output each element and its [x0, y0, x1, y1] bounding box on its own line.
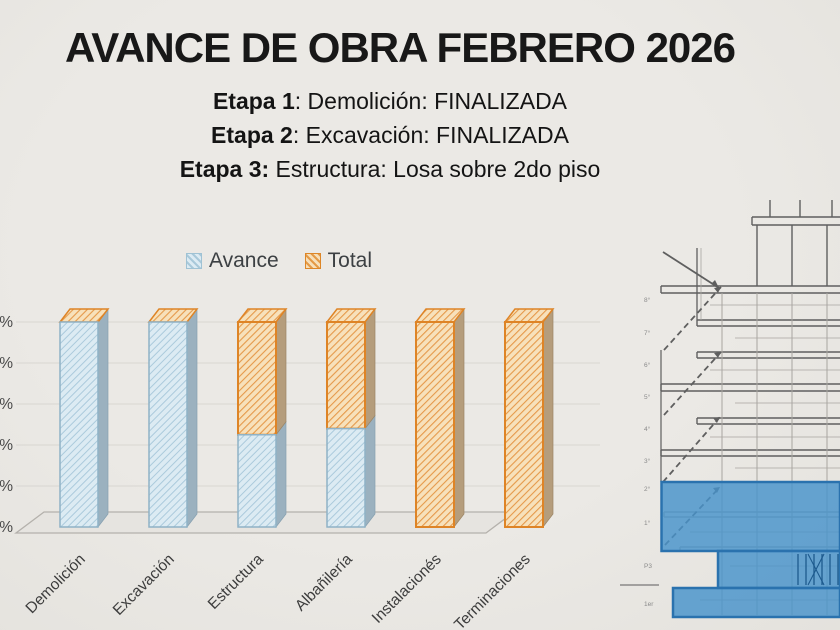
x-category-label: Terminaciones	[451, 551, 534, 630]
chart-legend: Avance Total	[186, 249, 372, 273]
legend-item-avance: Avance	[186, 249, 279, 273]
y-tick-label: 20%	[0, 478, 13, 495]
drawing-line	[662, 251, 720, 289]
bar-side-avance	[186, 307, 198, 529]
drawing-line	[662, 416, 721, 483]
bar-side-total	[364, 307, 376, 430]
bar-front-avance	[326, 427, 366, 528]
progress-bar-chart: 100% 80% 60% 40% 20% 0% Demolición Excavación Es…	[0, 307, 600, 630]
bar-albañilería	[325, 307, 377, 529]
x-category-label: Instalacionés	[369, 551, 445, 627]
y-tick-label: 0%	[0, 519, 13, 536]
bar-side-avance	[97, 307, 109, 529]
drawing-line	[807, 553, 825, 586]
y-tick-label: 40%	[0, 437, 13, 454]
bar-excavación	[147, 307, 199, 529]
level-mark: 1°	[644, 519, 651, 527]
legend-label-avance: Avance	[209, 249, 279, 272]
stage-3-label: Etapa 3:	[179, 156, 270, 182]
completed-zone-highlight	[716, 549, 840, 590]
level-mark: 8°	[644, 296, 651, 304]
level-mark: 2°	[644, 485, 651, 493]
level-mark: 6°	[644, 361, 651, 369]
avance-swatch-icon	[186, 253, 202, 269]
x-category-label: Excavación	[110, 551, 178, 619]
completed-zone-highlight	[660, 480, 840, 553]
legend-item-total: Total	[304, 249, 373, 273]
completed-zone-highlight	[671, 586, 840, 619]
bar-front-avance	[59, 321, 99, 528]
y-tick-label: 60%	[0, 396, 13, 413]
bar-front-total	[237, 321, 277, 436]
level-mark: 1er	[644, 601, 654, 608]
x-category-label: Estructura	[205, 551, 267, 613]
legend-label-total: Total	[327, 249, 373, 272]
total-swatch-icon	[304, 253, 321, 269]
x-category-label: Albañilería	[292, 551, 356, 615]
bar-side-total	[275, 307, 287, 436]
bar-front-total	[415, 321, 455, 528]
level-mark: P3	[644, 563, 652, 570]
bar-estructura	[236, 307, 288, 529]
stage-1-label: Etapa 1	[212, 88, 295, 114]
stage-line-3: Etapa 3: Estructura: Losa sobre 2do piso	[0, 152, 780, 186]
bar-front-total	[326, 321, 366, 430]
stage-2-text: : Excavación: FINALIZADA	[292, 122, 569, 148]
bar-instalacionés	[414, 307, 466, 529]
bar-demolición	[58, 307, 110, 529]
level-mark: 7°	[644, 329, 651, 337]
building-section-drawing: 8° 7° 6° 5° 4° 3° 2° 1° P3 1er	[620, 200, 840, 619]
bar-front-avance	[148, 321, 188, 528]
stage-list: Etapa 1: Demolición: FINALIZADA Etapa 2:…	[0, 84, 780, 186]
arrowhead-icon	[713, 417, 720, 423]
stage-1-text: : Demolición: FINALIZADA	[294, 88, 568, 114]
page-title: AVANCE DE OBRA FEBRERO 2026	[64, 24, 736, 71]
drawing-line	[663, 286, 722, 351]
level-mark: 5°	[644, 393, 651, 401]
stage-line-2: Etapa 2: Excavación: FINALIZADA	[0, 118, 780, 152]
bar-side-avance	[275, 420, 287, 529]
level-mark: 4°	[644, 425, 651, 433]
stage-3-text: Estructura: Losa sobre 2do piso	[269, 156, 601, 182]
stage-line-1: Etapa 1: Demolición: FINALIZADA	[0, 84, 780, 118]
bar-front-avance	[237, 434, 277, 528]
y-tick-label: 80%	[0, 355, 13, 372]
bar-side-avance	[364, 414, 376, 529]
arrowhead-icon	[714, 287, 721, 293]
x-category-label: Demolición	[23, 551, 89, 617]
bar-side-total	[453, 307, 465, 529]
arrowhead-icon	[714, 352, 721, 358]
stage-2-label: Etapa 2	[211, 122, 293, 148]
y-tick-label: 100%	[0, 314, 13, 331]
bar-terminaciones	[503, 307, 555, 529]
bar-side-total	[542, 307, 554, 529]
drawing-line	[663, 351, 722, 416]
bar-front-total	[504, 321, 544, 528]
arrowhead-icon	[711, 280, 719, 288]
level-mark: 3°	[644, 457, 651, 465]
